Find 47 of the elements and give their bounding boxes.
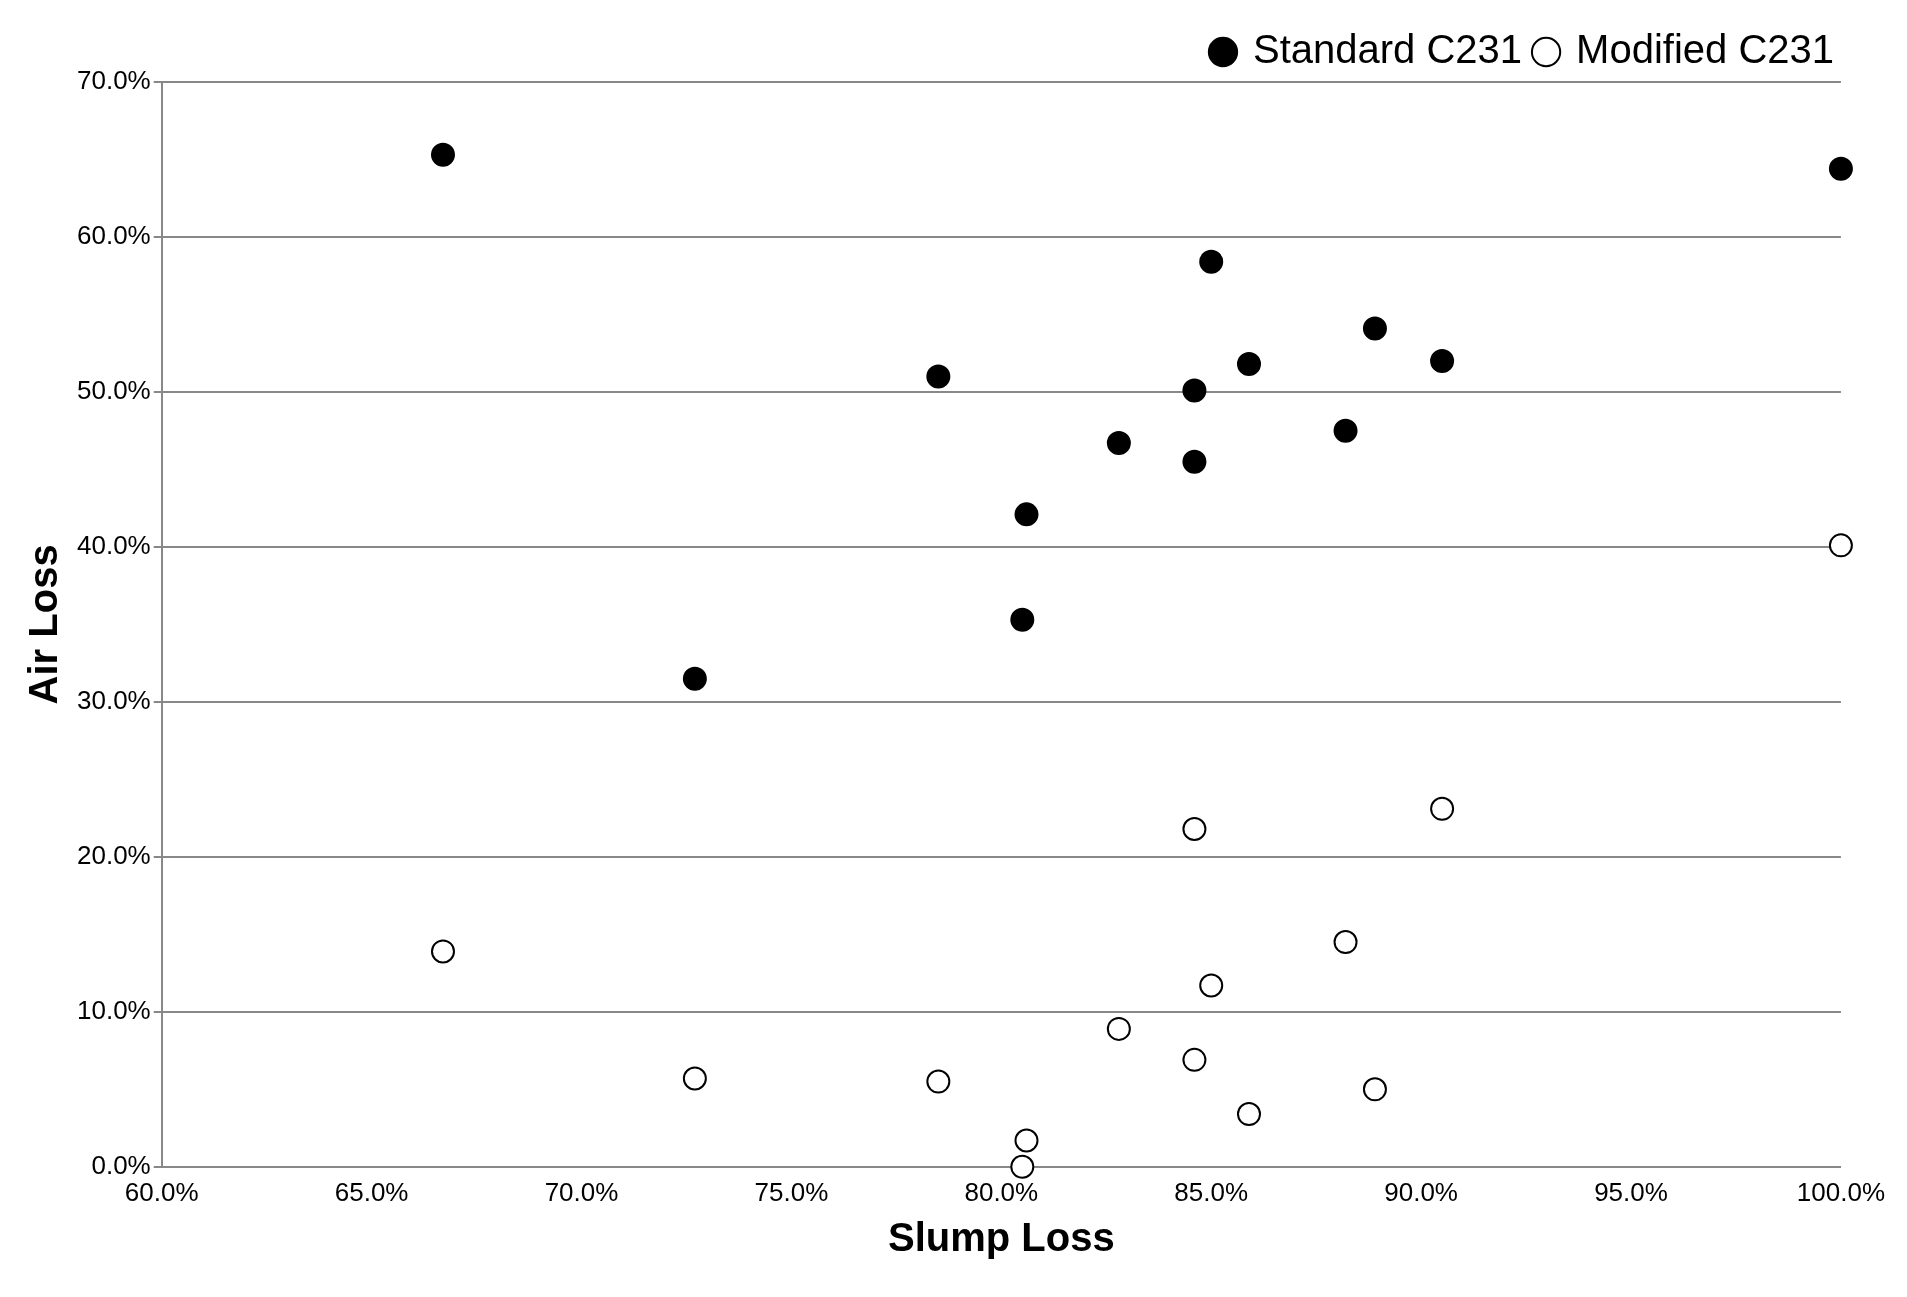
point <box>1010 607 1035 632</box>
point <box>1014 502 1039 527</box>
x-tick-label: 75.0% <box>754 1176 829 1207</box>
x-tick-label: 80.0% <box>964 1176 1039 1207</box>
point <box>1828 156 1853 181</box>
point <box>1199 973 1224 998</box>
x-tick-label: 100.0% <box>1796 1176 1885 1207</box>
legend-label: Modified C231 <box>1576 27 1835 72</box>
point <box>1430 796 1455 821</box>
point <box>926 1069 951 1094</box>
y-tick-label: 70.0% <box>76 65 151 96</box>
point <box>926 364 951 389</box>
x-tick-label: 70.0% <box>544 1176 619 1207</box>
x-axis-title: Slump Loss <box>887 1215 1115 1260</box>
point <box>1182 816 1207 841</box>
point <box>1362 316 1387 341</box>
point <box>1362 1077 1387 1102</box>
y-tick-label: 60.0% <box>76 220 151 251</box>
point <box>1182 1047 1207 1072</box>
point <box>1333 418 1358 443</box>
point <box>430 939 455 964</box>
y-tick-label: 50.0% <box>76 375 151 406</box>
y-tick-label: 10.0% <box>76 995 151 1025</box>
point <box>1430 348 1455 373</box>
point <box>1237 1102 1261 1127</box>
point <box>682 1066 707 1091</box>
point <box>1237 352 1261 377</box>
point <box>682 666 707 691</box>
y-tick-label: 40.0% <box>76 530 151 561</box>
point <box>1182 449 1207 474</box>
point <box>1828 533 1853 558</box>
point <box>1199 249 1224 274</box>
point <box>430 142 455 167</box>
y-axis-title: Air Loss <box>21 544 66 705</box>
point <box>1014 1128 1039 1153</box>
point <box>1010 1154 1035 1179</box>
x-tick-label: 65.0% <box>334 1176 409 1207</box>
y-tick-label: 30.0% <box>76 685 151 716</box>
point <box>1333 930 1358 955</box>
y-tick-label: 20.0% <box>76 840 151 871</box>
point <box>1106 431 1131 456</box>
point <box>1182 378 1207 403</box>
x-tick-label: 85.0% <box>1174 1176 1249 1207</box>
x-tick-label: 95.0% <box>1594 1176 1668 1207</box>
x-tick-label: 90.0% <box>1384 1176 1458 1207</box>
point <box>1106 1016 1131 1041</box>
legend-label: Standard C231 <box>1252 27 1523 72</box>
